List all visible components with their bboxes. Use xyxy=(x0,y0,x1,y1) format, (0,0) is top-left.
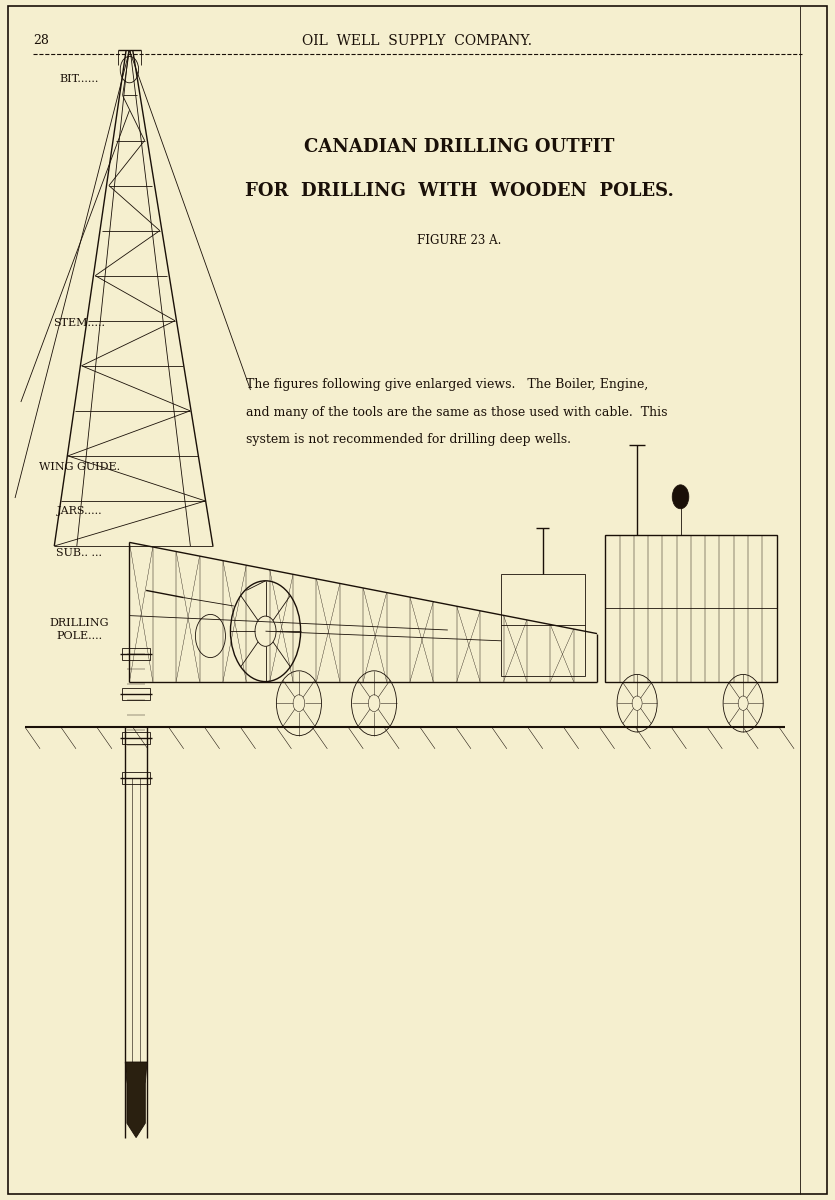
Text: and many of the tools are the same as those used with cable.  This: and many of the tools are the same as th… xyxy=(246,406,668,419)
Bar xyxy=(605,535,777,682)
Text: OIL  WELL  SUPPLY  COMPANY.: OIL WELL SUPPLY COMPANY. xyxy=(302,34,533,48)
Text: JARS.....: JARS..... xyxy=(57,506,102,516)
Text: system is not recommended for drilling deep wells.: system is not recommended for drilling d… xyxy=(246,433,571,446)
Polygon shape xyxy=(125,1062,147,1138)
Circle shape xyxy=(672,485,689,509)
Bar xyxy=(122,772,150,784)
Text: BIT......: BIT...... xyxy=(59,74,99,84)
Bar xyxy=(122,732,150,744)
Bar xyxy=(501,574,584,676)
Text: WING GUIDE.: WING GUIDE. xyxy=(38,462,120,472)
Text: The figures following give enlarged views.   The Boiler, Engine,: The figures following give enlarged view… xyxy=(246,378,649,391)
Bar xyxy=(122,648,150,660)
Text: SUB.. ...: SUB.. ... xyxy=(56,548,103,558)
Bar xyxy=(122,688,150,700)
Text: DRILLING
POLE....: DRILLING POLE.... xyxy=(49,618,109,641)
Text: 28: 28 xyxy=(33,34,49,47)
Text: FOR  DRILLING  WITH  WOODEN  POLES.: FOR DRILLING WITH WOODEN POLES. xyxy=(245,182,674,200)
Bar xyxy=(797,6,827,1194)
Text: STEM.....: STEM..... xyxy=(53,318,105,328)
Text: FIGURE 23 A.: FIGURE 23 A. xyxy=(417,234,502,247)
Text: CANADIAN DRILLING OUTFIT: CANADIAN DRILLING OUTFIT xyxy=(304,138,615,156)
